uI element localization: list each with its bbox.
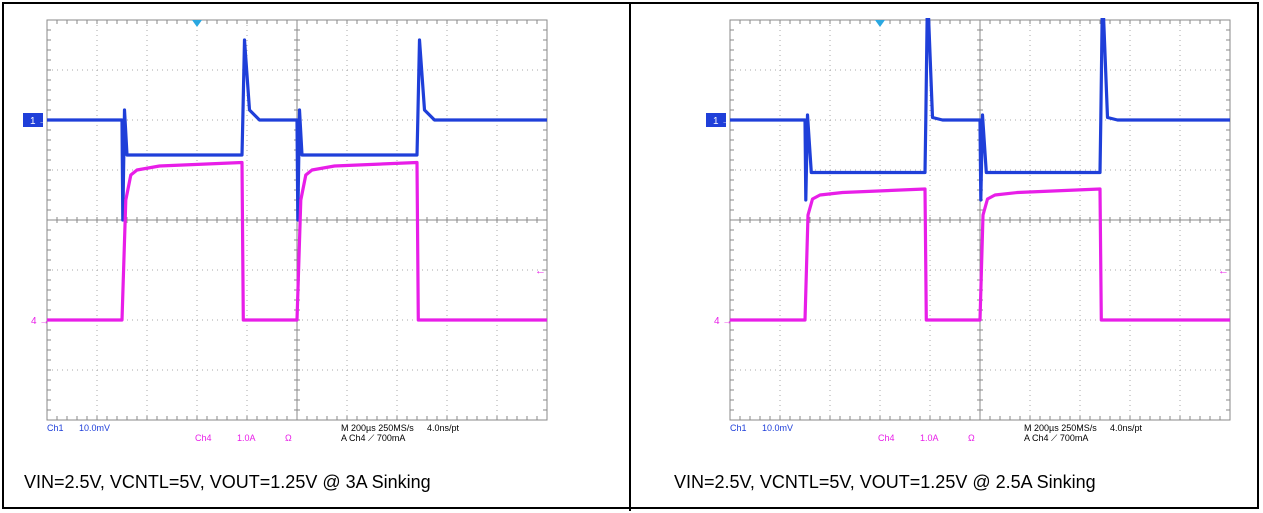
readout-ch1-scale: 10.0mV bbox=[79, 423, 110, 433]
trigger-position-marker bbox=[192, 20, 202, 27]
panel-right: 1 → 4 → ← Ch1 10.0mV Ch4 1.0A Ω M 200µs 250MS/s 4… bbox=[631, 0, 1251, 513]
trigger-level-marker: ← bbox=[535, 265, 546, 277]
readout-trigger: A Ch4 ⟋ 700mA bbox=[1024, 433, 1088, 443]
readout-timebase: M 200µs 250MS/s bbox=[1024, 423, 1097, 433]
ch1-marker bbox=[23, 113, 43, 127]
readout-ch4: Ch4 bbox=[878, 433, 895, 443]
readout-ch4-scale: 1.0A bbox=[237, 433, 256, 443]
trace-ch1 bbox=[47, 38, 547, 222]
readout-sample-rate: 4.0ns/pt bbox=[1110, 423, 1143, 433]
oscilloscope-plot-left: 1 → 4 → ← Ch1 10.0mV Ch4 1.0A Ω M 200µs 250MS/s 4… bbox=[23, 19, 548, 443]
ch1-marker bbox=[706, 113, 726, 127]
readout-ch4-scale: 1.0A bbox=[920, 433, 939, 443]
readout-ch4-unit: Ω bbox=[285, 433, 292, 443]
ch1-marker-label: 1 → bbox=[30, 116, 48, 127]
readout-ch4-unit: Ω bbox=[968, 433, 975, 443]
readout-ch1: Ch1 bbox=[47, 423, 64, 433]
ch4-marker-label: 4 → bbox=[31, 316, 49, 327]
trace-ch4 bbox=[730, 187, 1230, 322]
caption-left: VIN=2.5V, VCNTL=5V, VOUT=1.25V @ 3A Sink… bbox=[24, 472, 431, 492]
panel-divider bbox=[629, 2, 631, 511]
trigger-position-marker bbox=[875, 20, 885, 27]
panel-left: 1 → 4 → ← Ch1 10.0mV Ch4 1.0A Ω M 200µs 250MS/s 4… bbox=[0, 0, 620, 513]
readout-ch1: Ch1 bbox=[730, 423, 747, 433]
readout-trigger: A Ch4 ⟋ 700mA bbox=[341, 433, 405, 443]
readout-ch1-scale: 10.0mV bbox=[762, 423, 793, 433]
trigger-level-marker: ← bbox=[1218, 265, 1229, 277]
oscilloscope-plot-right: 1 → 4 → ← Ch1 10.0mV Ch4 1.0A Ω M 200µs 250MS/s 4… bbox=[706, 18, 1231, 443]
ch4-marker-label: 4 → bbox=[714, 316, 732, 327]
trace-ch1 bbox=[730, 18, 1230, 202]
readout-timebase: M 200µs 250MS/s bbox=[341, 423, 414, 433]
ch1-marker-label: 1 → bbox=[713, 116, 731, 127]
caption-right: VIN=2.5V, VCNTL=5V, VOUT=1.25V @ 2.5A Si… bbox=[674, 472, 1096, 492]
readout-sample-rate: 4.0ns/pt bbox=[427, 423, 460, 433]
readout-ch4: Ch4 bbox=[195, 433, 212, 443]
trace-ch4 bbox=[47, 160, 547, 322]
